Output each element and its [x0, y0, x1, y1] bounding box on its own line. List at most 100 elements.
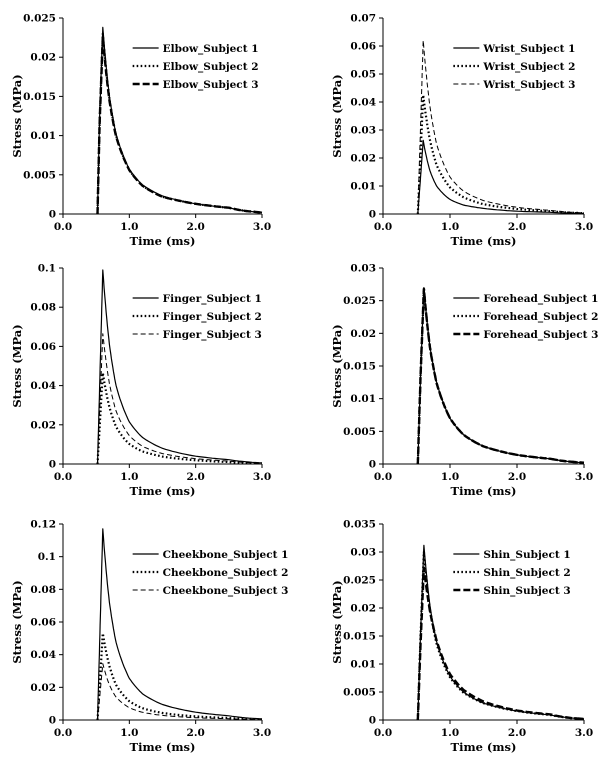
y-axis-label: Stress (MPa)	[330, 74, 344, 157]
x-tick-label: 0.0	[374, 221, 392, 233]
chart-panel-4: 0 0.005 0.01 0.015 0.02 0.025 0.03 0.0 1.0 2.0 3.0…	[330, 263, 598, 499]
x-tick-label: 0.0	[374, 727, 392, 739]
legend-label-3: Elbow_Subject 3	[163, 79, 259, 92]
x-axis-label: Time (ms)	[451, 234, 517, 248]
x-tick-label: 3.0	[253, 221, 271, 233]
series-line-3	[417, 39, 585, 215]
y-axis-label: Stress (MPa)	[10, 74, 24, 157]
y-tick-label: 0.005	[23, 169, 56, 181]
y-tick-label: 0.005	[343, 426, 376, 438]
y-tick-label: 0.01	[30, 130, 56, 142]
legend-label-3: Forehead_Subject 3	[483, 329, 598, 342]
y-tick-label: 0.08	[30, 302, 56, 314]
y-tick-label: 0.02	[350, 603, 376, 615]
y-tick-label: 0	[49, 715, 56, 727]
y-tick-label: 0.05	[350, 69, 376, 81]
y-tick-label: 0.01	[350, 659, 376, 671]
chart-panel-6: 0 0.005 0.01 0.015 0.02 0.025 0.03 0.035 0.0 1.0 2…	[330, 519, 593, 755]
y-tick-label: 0.015	[23, 91, 56, 103]
y-tick-label: 0.06	[350, 41, 376, 53]
legend-label-2: Wrist_Subject 2	[482, 61, 575, 74]
series-line-2	[416, 93, 585, 215]
series-line-1	[96, 26, 263, 215]
y-tick-label: 0.005	[343, 687, 376, 699]
y-tick-label: 0.08	[30, 584, 56, 596]
legend-label-2: Forehead_Subject 2	[483, 311, 598, 324]
series-line-3	[416, 287, 585, 465]
y-tick-label: 0.06	[30, 617, 56, 629]
legend-label-1: Wrist_Subject 1	[482, 43, 575, 56]
legend-label-1: Finger_Subject 1	[163, 293, 262, 306]
x-tick-label: 1.0	[120, 471, 138, 483]
x-tick-label: 2.0	[508, 727, 526, 739]
series-line-3	[416, 566, 585, 721]
y-tick-label: 0.07	[350, 13, 376, 25]
legend-label-1: Forehead_Subject 1	[483, 293, 598, 306]
legend-label-1: Elbow_Subject 1	[163, 43, 259, 56]
legend-label-2: Cheekbone_Subject 2	[163, 567, 289, 580]
series-line-2	[96, 632, 263, 721]
x-tick-label: 1.0	[120, 727, 138, 739]
x-axis-label: Time (ms)	[451, 740, 517, 754]
chart-panel-5: 0 0.02 0.04 0.06 0.08 0.1 0.12 0.0 1.0 2.0 3.0 Time…	[10, 519, 288, 755]
x-tick-label: 2.0	[187, 471, 205, 483]
y-tick-label: 0.02	[350, 328, 376, 340]
y-tick-label: 0.03	[350, 263, 376, 275]
y-tick-label: 0.02	[30, 682, 56, 694]
y-tick-label: 0	[49, 209, 56, 221]
x-tick-label: 1.0	[441, 471, 459, 483]
y-tick-label: 0.02	[350, 153, 376, 165]
x-tick-label: 2.0	[187, 221, 205, 233]
y-tick-label: 0.03	[350, 125, 376, 137]
series-line-3	[97, 333, 263, 465]
legend-label-1: Shin_Subject 1	[483, 549, 570, 562]
chart-panel-1: 0 0.005 0.01 0.015 0.02 0.025 0.0 1.0 2.0 3.0 Time…	[10, 13, 271, 249]
x-tick-label: 3.0	[253, 727, 271, 739]
legend-label-3: Finger_Subject 3	[163, 329, 262, 342]
y-tick-label: 0.04	[30, 380, 56, 392]
y-tick-label: 0.035	[343, 519, 376, 531]
x-tick-label: 0.0	[54, 727, 72, 739]
legend-label-2: Shin_Subject 2	[483, 567, 570, 580]
x-tick-label: 1.0	[441, 727, 459, 739]
y-tick-label: 0	[369, 459, 376, 471]
x-tick-label: 3.0	[253, 471, 271, 483]
x-tick-label: 2.0	[508, 221, 526, 233]
series-line-2	[416, 287, 585, 465]
y-tick-label: 0.025	[23, 13, 56, 25]
y-tick-label: 0.01	[350, 393, 376, 405]
legend-label-3: Cheekbone_Subject 3	[163, 585, 289, 598]
legend-label-3: Wrist_Subject 3	[482, 79, 575, 92]
series-line-1	[96, 528, 263, 721]
x-tick-label: 3.0	[575, 471, 593, 483]
y-axis-label: Stress (MPa)	[330, 580, 344, 663]
x-axis-label: Time (ms)	[451, 484, 517, 498]
y-tick-label: 0.025	[343, 575, 376, 587]
x-tick-label: 1.0	[441, 221, 459, 233]
y-tick-label: 0	[49, 459, 56, 471]
y-tick-label: 0.015	[343, 361, 376, 373]
x-axis-label: Time (ms)	[130, 484, 196, 498]
y-tick-label: 0.02	[30, 52, 56, 64]
y-tick-label: 0	[369, 209, 376, 221]
x-tick-label: 2.0	[187, 727, 205, 739]
y-tick-label: 0.015	[343, 631, 376, 643]
series-line-3	[96, 35, 263, 215]
series-line-1	[417, 139, 584, 215]
y-tick-label: 0.1	[38, 551, 56, 563]
y-tick-label: 0.04	[30, 649, 56, 661]
y-axis-label: Stress (MPa)	[10, 580, 24, 663]
y-tick-label: 0.1	[38, 263, 56, 275]
chart-panel-3: 0 0.02 0.04 0.06 0.08 0.1 0.0 1.0 2.0 3.0 Time (ms…	[10, 263, 271, 499]
legend-label-3: Shin_Subject 3	[483, 585, 570, 598]
y-tick-label: 0.12	[30, 519, 56, 531]
y-tick-label: 0.06	[30, 341, 56, 353]
y-tick-label: 0.04	[350, 97, 376, 109]
x-tick-label: 3.0	[575, 221, 593, 233]
y-tick-label: 0.01	[350, 181, 376, 193]
y-axis-label: Stress (MPa)	[10, 324, 24, 407]
legend-label-2: Elbow_Subject 2	[163, 61, 259, 74]
x-tick-label: 0.0	[54, 471, 72, 483]
x-tick-label: 0.0	[54, 221, 72, 233]
y-tick-label: 0	[369, 715, 376, 727]
